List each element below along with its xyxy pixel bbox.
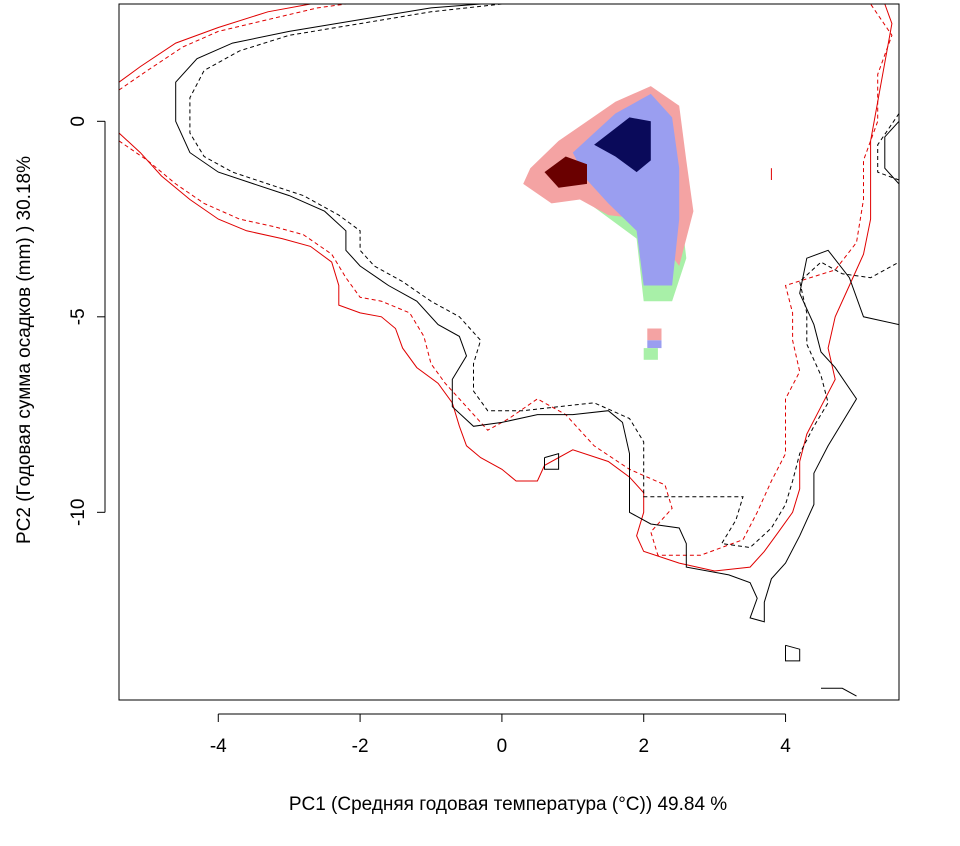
- density-small-blue: [647, 340, 662, 349]
- x-tick-label: 4: [780, 736, 791, 757]
- contour-red-solid: [118, 3, 893, 572]
- plot-frame: [118, 3, 900, 701]
- contour-red-dashed: [118, 3, 346, 91]
- contour-black-solid: [175, 3, 900, 623]
- contour-red-dashed-main: [118, 3, 893, 556]
- y-axis-label: PC2 (Годовая сумма осадков (mm) ) 30.18%: [14, 156, 35, 544]
- x-axis-label: PC1 (Средняя годовая температура (°C)) 4…: [289, 794, 727, 815]
- contour-black-bottom-fragment: [821, 687, 857, 697]
- x-tick-label: -2: [352, 736, 369, 757]
- x-tick-label: -4: [210, 736, 227, 757]
- contour-black-small-loop-2: [785, 644, 801, 662]
- y-tick-label: 0: [68, 116, 89, 127]
- y-axis: 0 -5 -10: [68, 116, 106, 526]
- x-tick-label: 2: [638, 736, 649, 757]
- x-tick-label: 0: [497, 736, 508, 757]
- contour-black-dashed: [189, 3, 900, 549]
- contour-black-small-loop: [544, 453, 560, 470]
- density-peak-red: [544, 156, 587, 188]
- contour-lines: [118, 3, 900, 697]
- y-tick-label: -10: [68, 499, 89, 526]
- density-small-green: [643, 348, 658, 360]
- contour-black-solid-right: [884, 120, 900, 185]
- contour-black-dashed-right: [877, 113, 900, 181]
- density-peak-blue: [594, 117, 651, 173]
- density-heatmap: [523, 86, 694, 360]
- x-axis: -4 -2 0 2 4: [210, 713, 791, 757]
- density-small-red: [647, 328, 662, 341]
- y-tick-label: -5: [68, 308, 89, 325]
